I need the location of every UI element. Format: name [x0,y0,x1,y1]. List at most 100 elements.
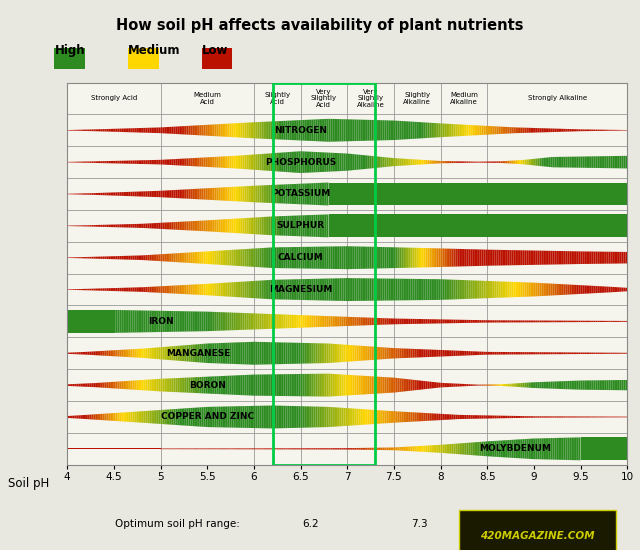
Polygon shape [415,214,416,237]
Polygon shape [438,161,440,163]
Polygon shape [265,153,267,170]
Polygon shape [554,129,556,132]
Polygon shape [532,250,534,265]
Polygon shape [428,381,429,389]
Polygon shape [140,128,142,133]
Polygon shape [282,279,284,300]
Polygon shape [147,223,149,228]
Polygon shape [371,247,373,268]
Polygon shape [582,437,584,460]
Polygon shape [196,284,198,295]
Polygon shape [403,279,405,300]
Polygon shape [448,124,450,137]
Polygon shape [502,416,504,418]
Text: CALCIUM: CALCIUM [278,253,323,262]
Polygon shape [620,287,621,292]
Polygon shape [428,214,429,237]
Polygon shape [530,352,532,354]
Polygon shape [500,352,502,355]
Polygon shape [592,183,594,206]
Polygon shape [575,157,577,168]
Text: SULPHUR: SULPHUR [276,221,324,230]
Polygon shape [396,214,397,237]
Polygon shape [536,214,538,237]
Polygon shape [579,129,580,131]
Polygon shape [155,255,157,261]
Polygon shape [328,183,330,206]
Polygon shape [142,411,144,423]
Polygon shape [521,214,523,237]
Polygon shape [426,349,428,357]
Polygon shape [224,156,226,168]
Polygon shape [351,375,353,395]
Polygon shape [95,129,97,131]
Polygon shape [99,310,101,333]
Polygon shape [599,156,601,168]
Polygon shape [521,383,523,387]
Polygon shape [351,214,353,237]
Polygon shape [243,406,244,428]
Polygon shape [405,214,407,237]
Polygon shape [136,191,138,196]
Polygon shape [562,321,564,322]
Polygon shape [616,156,618,168]
Polygon shape [347,448,349,449]
Polygon shape [204,407,205,427]
Polygon shape [476,320,478,323]
Polygon shape [545,128,547,132]
Polygon shape [353,448,355,449]
Polygon shape [468,415,470,419]
Polygon shape [114,448,116,449]
Polygon shape [200,377,202,393]
Polygon shape [114,350,116,356]
Polygon shape [269,448,271,449]
Polygon shape [239,218,241,233]
Polygon shape [358,345,360,361]
Polygon shape [181,190,183,199]
Polygon shape [413,446,415,452]
Polygon shape [330,153,332,172]
Polygon shape [344,119,346,141]
Polygon shape [362,246,364,269]
Polygon shape [254,342,256,365]
Polygon shape [467,415,468,419]
Polygon shape [183,253,185,263]
Polygon shape [436,183,438,206]
Polygon shape [235,343,237,364]
Polygon shape [269,342,271,365]
Polygon shape [273,375,275,396]
Polygon shape [476,442,478,455]
Polygon shape [394,348,396,359]
Polygon shape [80,257,82,258]
Polygon shape [273,280,275,299]
Polygon shape [291,216,293,236]
Polygon shape [185,408,187,426]
Polygon shape [597,251,599,264]
Polygon shape [446,183,448,206]
Polygon shape [474,442,476,455]
Polygon shape [523,128,525,133]
Polygon shape [459,214,461,237]
Polygon shape [526,160,528,165]
Polygon shape [316,183,317,205]
Polygon shape [347,214,349,237]
Polygon shape [308,448,310,449]
Polygon shape [254,249,256,267]
Polygon shape [586,321,588,322]
Polygon shape [78,194,80,195]
Polygon shape [399,121,401,140]
Polygon shape [232,123,234,137]
Polygon shape [580,251,582,264]
Polygon shape [289,120,291,140]
Polygon shape [509,214,511,237]
Polygon shape [599,183,601,206]
Polygon shape [334,344,336,362]
Polygon shape [480,415,482,419]
Polygon shape [301,279,302,300]
Polygon shape [454,161,456,163]
Polygon shape [573,321,575,322]
Polygon shape [211,376,213,394]
Polygon shape [480,214,482,237]
Polygon shape [110,350,112,356]
Polygon shape [470,214,472,237]
